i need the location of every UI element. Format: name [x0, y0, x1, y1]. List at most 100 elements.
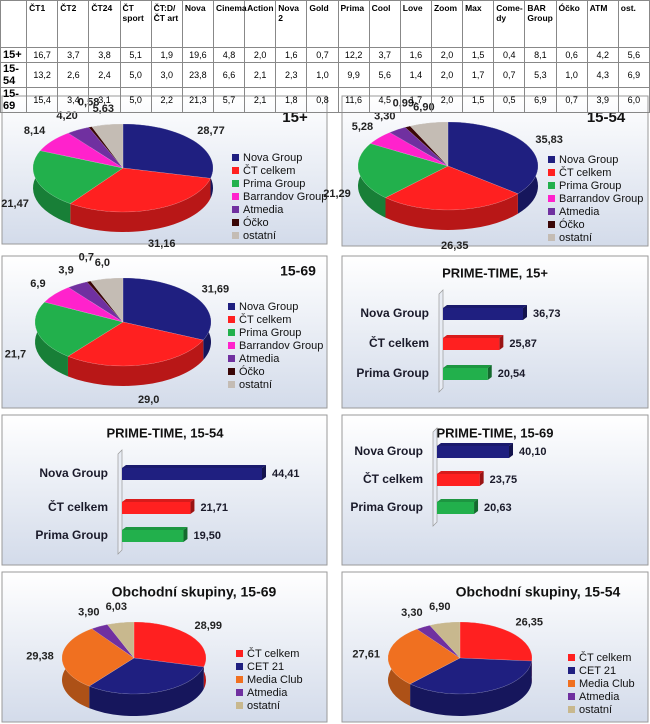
legend-swatch — [548, 195, 555, 202]
data-label: 29,0 — [138, 394, 159, 406]
table-cell: 15,4 — [26, 87, 59, 113]
table-cell: 16,7 — [26, 47, 59, 63]
legend-label: Media Club — [579, 678, 635, 690]
legend-label: Barrandov Group — [239, 340, 323, 352]
pie-slice — [447, 121, 539, 195]
bar — [443, 308, 523, 320]
category-label: ČT celkem — [363, 471, 423, 486]
table-cell: 4,3 — [586, 62, 619, 88]
legend-swatch — [236, 689, 243, 696]
ratings-table: ČT1 ČT2 ČT24 ČT sport ČT:D/ ČT art Nova Cinema… — [0, 0, 650, 113]
table-row: 15-54 13,2 2,6 2,4 5,0 3,0 23,8 6,6 2,1 2,3 1,0 9,9… — [0, 62, 650, 88]
table-cell: 1,9 — [150, 47, 183, 63]
table-cell: 2,1 — [244, 62, 277, 88]
table-cell: 19,6 — [181, 47, 214, 63]
header-cell: Nova — [181, 0, 214, 48]
table-cell: 2,2 — [150, 87, 183, 113]
bar — [443, 338, 500, 350]
bar-top — [443, 305, 527, 308]
pie-slice — [67, 127, 124, 169]
table-cell: 5,3 — [524, 62, 557, 88]
table-cell: 0,4 — [493, 47, 526, 63]
table-cell: 3,8 — [88, 47, 121, 63]
header-cell: Prima — [337, 0, 370, 48]
chart-title: Obchodní skupiny, 15-54 — [456, 584, 621, 600]
legend-swatch — [548, 234, 555, 241]
pie-slice — [91, 624, 135, 659]
data-label: 21,47 — [1, 198, 29, 210]
legend-label: ČT celkem — [559, 166, 611, 179]
legend-label: Atmedia — [247, 687, 288, 699]
data-label: 44,41 — [272, 468, 300, 480]
legend-label: Atmedia — [239, 353, 280, 365]
header-cell: Love — [399, 0, 432, 48]
legend-swatch — [232, 193, 239, 200]
bar-top — [443, 365, 492, 368]
legend-swatch — [228, 342, 235, 349]
table-cell: 3,1 — [88, 87, 121, 113]
data-label: 6,0 — [95, 257, 110, 269]
table-cell: 12,2 — [337, 47, 370, 63]
data-label: 28,77 — [197, 125, 225, 137]
pie-slice — [67, 321, 204, 367]
legend-label: Barrandov Group — [559, 193, 643, 205]
data-label: 6,03 — [106, 601, 127, 613]
data-label: 21,29 — [323, 188, 351, 200]
chart-title: 15-54 — [587, 109, 626, 126]
header-cell: Max — [462, 0, 495, 48]
table-cell: 5,6 — [368, 62, 401, 88]
data-label: 31,16 — [148, 238, 176, 250]
legend-label: ostatní — [247, 700, 280, 712]
legend-swatch — [228, 316, 235, 323]
table-cell: 6,6 — [212, 62, 246, 88]
table-cell: 0,7 — [555, 87, 588, 113]
pie-slice — [106, 621, 135, 659]
bar-wall — [438, 289, 444, 393]
bar-top — [443, 335, 504, 338]
legend-label: Atmedia — [559, 206, 600, 218]
bar-end — [487, 365, 492, 380]
bar-end — [190, 499, 195, 514]
table-cell: 3,9 — [586, 87, 619, 113]
table-cell: 1,4 — [399, 62, 432, 88]
table-row: 15-69 15,4 3,4 3,1 5,0 2,2 21,3 5,7 2,1 1,8 0,8 11,… — [0, 87, 650, 113]
bar-top — [437, 443, 513, 446]
bar — [437, 502, 475, 514]
pie-slice — [90, 277, 124, 323]
header-cell: Nova 2 — [275, 0, 308, 48]
pie-side — [410, 661, 532, 716]
legend-swatch — [548, 156, 555, 163]
data-label: 19,50 — [193, 530, 221, 542]
legend-swatch — [568, 667, 575, 674]
data-label: 4,20 — [56, 110, 77, 122]
header-cell: ČT:D/ ČT art — [150, 0, 183, 48]
pie-slice — [404, 125, 449, 167]
chart-title: 15+ — [282, 109, 308, 126]
chart-title: PRIME-TIME, 15-54 — [106, 425, 224, 440]
data-label: 26,35 — [441, 240, 469, 252]
pie-slice — [133, 621, 207, 668]
bar-wall — [432, 427, 438, 527]
pie-slice — [357, 143, 449, 198]
legend-swatch — [548, 208, 555, 215]
legend-swatch — [236, 650, 243, 657]
table-cell: 1,6 — [399, 47, 432, 63]
legend-label: ostatní — [239, 379, 272, 391]
table-cell: 6,9 — [524, 87, 557, 113]
pie-slice — [88, 126, 124, 169]
legend-label: ČT celkem — [243, 164, 295, 177]
table-cell: 5,1 — [119, 47, 152, 63]
pie-side — [89, 666, 204, 716]
pie-slice — [68, 281, 124, 323]
legend-label: Óčko — [239, 365, 265, 378]
legend-label: ostatní — [243, 230, 276, 242]
table-row: 15+ 16,7 3,7 3,8 5,1 1,9 19,6 4,8 2,0 1,6 0,7 12,2 3… — [0, 47, 650, 63]
data-label: 3,90 — [78, 606, 99, 618]
pie-slice — [409, 121, 449, 167]
category-label: Prima Group — [356, 366, 429, 380]
header-cell: ČT2 — [57, 0, 90, 48]
bar-top — [122, 465, 266, 468]
data-label: 21,71 — [200, 502, 228, 514]
table-cell: 1,5 — [462, 47, 495, 63]
